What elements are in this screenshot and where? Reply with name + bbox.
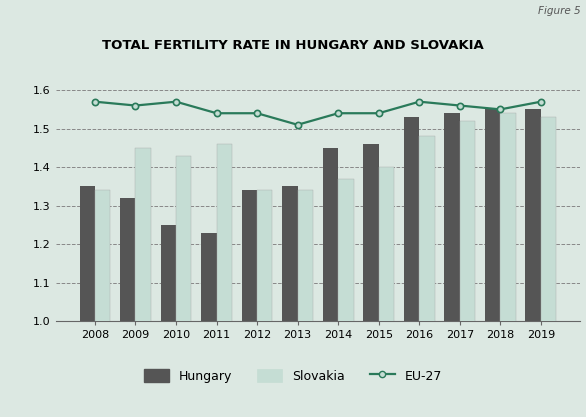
Bar bbox=[95, 190, 110, 417]
Bar bbox=[460, 121, 475, 417]
Bar bbox=[444, 113, 460, 417]
Bar bbox=[338, 178, 353, 417]
Bar bbox=[176, 156, 192, 417]
Bar bbox=[257, 190, 272, 417]
Bar bbox=[379, 167, 394, 417]
Bar bbox=[161, 225, 176, 417]
Bar bbox=[120, 198, 135, 417]
Legend: Hungary, Slovakia, EU-27: Hungary, Slovakia, EU-27 bbox=[139, 364, 447, 387]
Bar bbox=[500, 113, 516, 417]
Bar bbox=[201, 233, 217, 417]
Bar bbox=[135, 148, 151, 417]
Bar bbox=[323, 148, 338, 417]
Bar bbox=[217, 144, 232, 417]
Bar bbox=[282, 186, 298, 417]
Text: Figure 5: Figure 5 bbox=[537, 6, 580, 16]
Bar bbox=[526, 109, 541, 417]
Bar bbox=[485, 109, 500, 417]
Bar bbox=[241, 190, 257, 417]
Bar bbox=[541, 117, 556, 417]
Bar bbox=[419, 136, 435, 417]
Text: TOTAL FERTILITY RATE IN HUNGARY AND SLOVAKIA: TOTAL FERTILITY RATE IN HUNGARY AND SLOV… bbox=[102, 39, 484, 53]
Bar bbox=[298, 190, 313, 417]
Bar bbox=[80, 186, 95, 417]
Bar bbox=[363, 144, 379, 417]
Bar bbox=[404, 117, 419, 417]
